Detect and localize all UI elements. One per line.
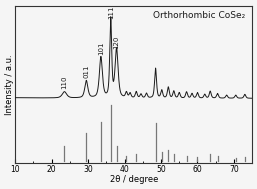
Text: 011: 011 — [83, 64, 89, 77]
Text: Orthorhombic CoSe₂: Orthorhombic CoSe₂ — [153, 11, 245, 20]
Text: 120: 120 — [114, 36, 120, 49]
Text: 111: 111 — [108, 6, 114, 19]
Text: 110: 110 — [61, 75, 67, 89]
Y-axis label: Intensity / a.u.: Intensity / a.u. — [5, 54, 14, 115]
Text: 101: 101 — [98, 42, 104, 56]
X-axis label: 2θ / degree: 2θ / degree — [109, 175, 158, 184]
